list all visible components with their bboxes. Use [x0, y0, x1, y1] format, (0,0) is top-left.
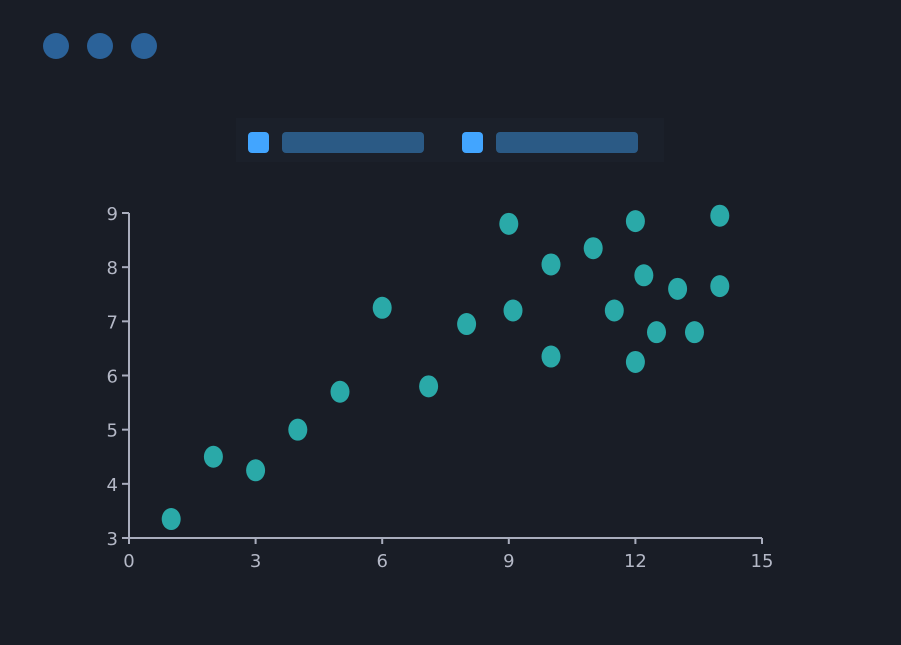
data-point	[499, 212, 519, 235]
data-point	[583, 237, 603, 260]
data-point	[625, 210, 645, 233]
data-point	[288, 418, 308, 441]
data-point	[203, 445, 223, 468]
x-tick-label: 0	[123, 551, 134, 572]
data-point	[161, 508, 181, 531]
data-point	[604, 299, 624, 322]
legend-swatch-1[interactable]	[248, 132, 269, 153]
legend-swatch-2[interactable]	[462, 132, 483, 153]
data-point	[372, 296, 392, 319]
x-tick-label: 9	[503, 551, 514, 572]
legend	[236, 118, 664, 162]
x-tick-label: 15	[751, 551, 774, 572]
y-tick-label: 3	[107, 529, 118, 550]
data-point	[419, 375, 439, 398]
data-point	[625, 350, 645, 373]
y-tick-label: 8	[107, 258, 118, 279]
data-point	[246, 459, 266, 482]
data-point	[634, 264, 654, 287]
data-point	[710, 204, 730, 227]
window-control-2[interactable]	[87, 33, 113, 59]
y-tick-label: 5	[107, 421, 118, 442]
x-tick-label: 12	[624, 551, 647, 572]
data-point	[541, 253, 561, 276]
y-tick-label: 6	[107, 367, 118, 388]
window-control-1[interactable]	[43, 33, 69, 59]
x-tick-label: 6	[376, 551, 387, 572]
data-point	[684, 321, 704, 344]
legend-label-2[interactable]	[496, 132, 638, 153]
data-point	[668, 277, 688, 300]
window-control-3[interactable]	[131, 33, 157, 59]
x-tick-label: 3	[250, 551, 261, 572]
y-tick-label: 4	[107, 475, 118, 496]
data-point	[330, 380, 350, 403]
data-point	[710, 275, 730, 298]
y-tick-label: 9	[107, 204, 118, 225]
legend-label-1[interactable]	[282, 132, 424, 153]
y-tick-label: 7	[107, 312, 118, 333]
data-point	[503, 299, 523, 322]
data-point	[647, 321, 666, 344]
data-point	[541, 345, 561, 368]
data-point	[457, 313, 477, 336]
